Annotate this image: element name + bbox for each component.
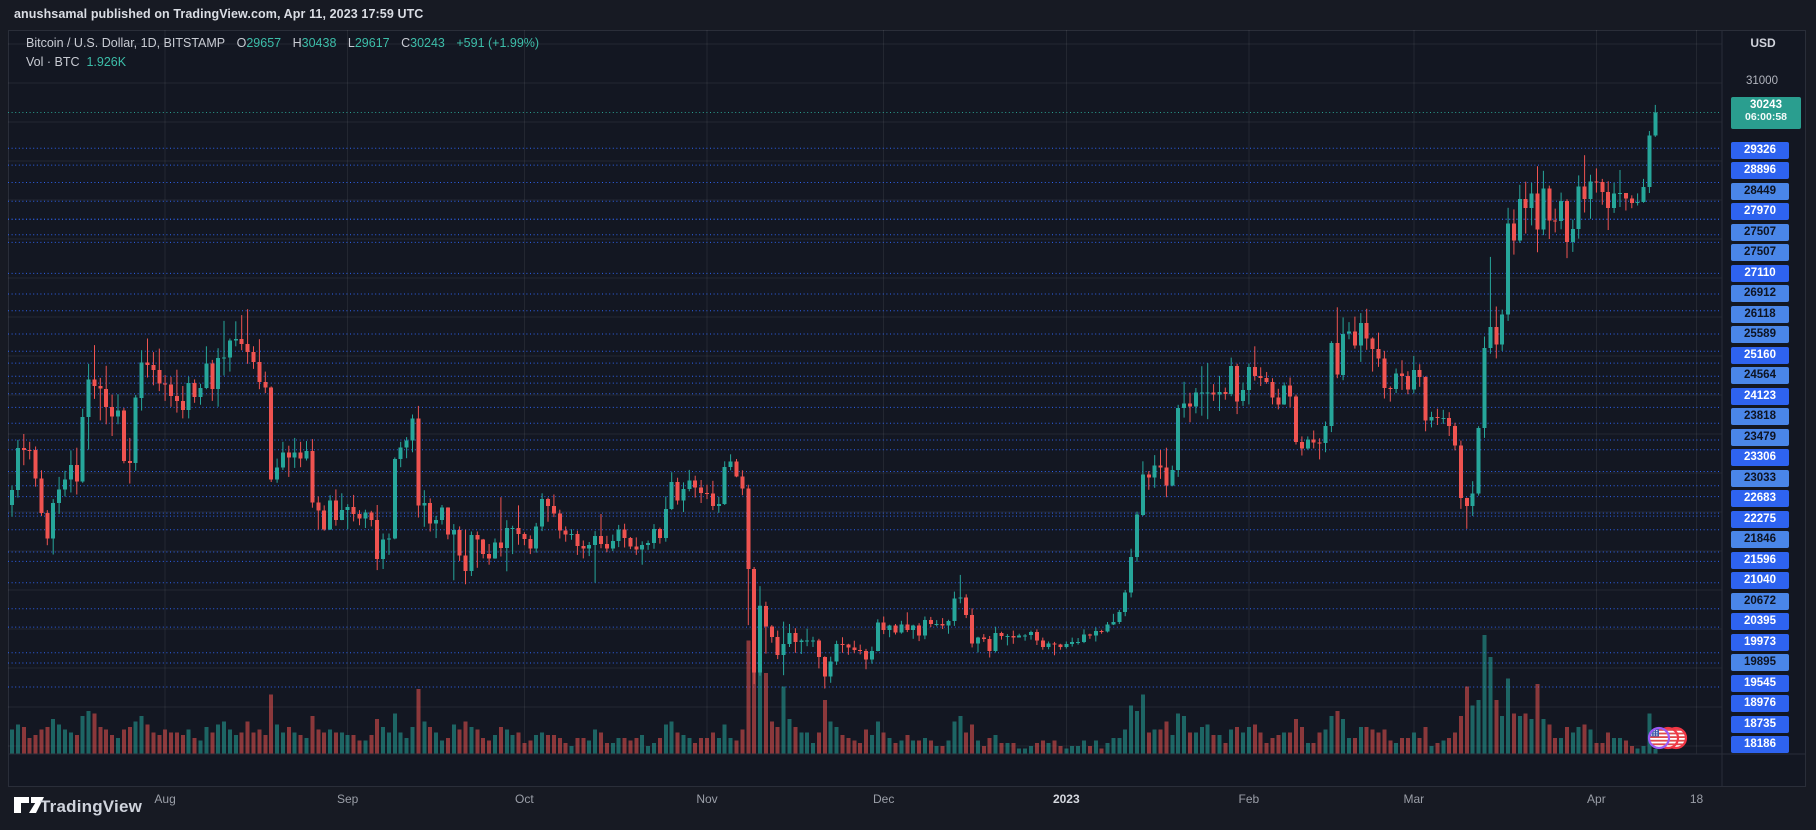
price-alert-label[interactable]: 27110	[1731, 264, 1789, 282]
price-alert-label[interactable]: 18735	[1731, 715, 1789, 733]
price-alert-label[interactable]: 23479	[1731, 428, 1789, 446]
tradingview-logo-icon[interactable]	[13, 795, 47, 821]
time-axis-label: Dec	[873, 792, 895, 806]
current-price-value: 30243	[1750, 98, 1782, 111]
change-value: +591 (+1.99%)	[456, 36, 540, 50]
price-alert-label[interactable]: 27507	[1731, 244, 1789, 261]
footer-bar: TradingView	[0, 787, 1816, 830]
chart-panel[interactable]	[8, 30, 1806, 787]
high-label: H	[292, 36, 302, 50]
currency-toggle[interactable]: USD	[1750, 36, 1776, 50]
time-axis-label: 2023	[1052, 792, 1080, 806]
open-label: O	[236, 36, 247, 50]
price-alert-label[interactable]: 29326	[1731, 141, 1789, 159]
price-alert-label[interactable]: 27970	[1731, 203, 1789, 220]
symbol-title[interactable]: Bitcoin / U.S. Dollar, 1D, BITSTAMP	[26, 36, 226, 50]
time-axis-label: Feb	[1238, 792, 1260, 806]
economic-events-icon[interactable]	[1647, 726, 1671, 750]
price-alert-label[interactable]: 24564	[1731, 367, 1789, 384]
price-alert-label[interactable]: 25589	[1731, 326, 1789, 343]
publisher-text: anushsamal published on TradingView.com,…	[14, 7, 424, 21]
price-alert-label[interactable]: 28449	[1731, 182, 1789, 200]
price-alert-label[interactable]: 19973	[1731, 633, 1789, 651]
price-alert-label[interactable]: 20672	[1731, 592, 1789, 610]
close-value: 30243	[410, 36, 445, 50]
time-axis-label: Mar	[1403, 792, 1425, 806]
time-axis-label: Aug	[154, 792, 176, 806]
price-alert-label[interactable]: 25160	[1731, 346, 1789, 364]
close-label: C	[401, 36, 411, 50]
price-alert-label[interactable]: 28896	[1731, 162, 1789, 179]
publisher-bar: anushsamal published on TradingView.com,…	[0, 0, 1816, 30]
tradingview-logo-text[interactable]: TradingView	[40, 797, 143, 816]
current-price-label: 30243 06:00:58	[1731, 96, 1801, 129]
volume-value: 1.926K	[86, 55, 127, 69]
price-alert-label[interactable]: 27507	[1731, 223, 1789, 241]
time-axis-label: Nov	[696, 792, 718, 806]
price-alert-label[interactable]: 23306	[1731, 449, 1789, 466]
time-axis[interactable]: Aug Sep Oct Nov Dec 2023 Feb Mar Apr 18	[8, 784, 1806, 817]
price-alert-label[interactable]: 22275	[1731, 510, 1789, 528]
price-alert-label[interactable]: 26118	[1731, 305, 1789, 323]
low-label: L	[347, 36, 355, 50]
time-axis-label: Sep	[337, 792, 359, 806]
price-alert-label[interactable]: 21040	[1731, 572, 1789, 589]
price-alert-label[interactable]: 23818	[1731, 408, 1789, 425]
price-alert-label[interactable]: 20395	[1731, 613, 1789, 630]
price-tick-31000: 31000	[1746, 75, 1778, 87]
price-alert-label[interactable]: 21596	[1731, 551, 1789, 569]
price-alert-label[interactable]: 23033	[1731, 469, 1789, 487]
time-axis-label: Apr	[1587, 792, 1606, 806]
price-axis[interactable]: USD 31000 30243 06:00:58 29326 28896 28449…	[1731, 30, 1806, 754]
price-alert-label[interactable]: 26912	[1731, 285, 1789, 302]
high-value: 30438	[301, 36, 337, 50]
low-value: 29617	[354, 36, 390, 50]
price-alert-label[interactable]: 21846	[1731, 531, 1789, 548]
time-axis-label: 18	[1689, 792, 1704, 806]
price-alert-label[interactable]: 19545	[1731, 674, 1789, 692]
price-alert-label[interactable]: 19895	[1731, 654, 1789, 671]
price-alert-label[interactable]: 18186	[1731, 736, 1789, 753]
open-value: 29657	[246, 36, 282, 50]
price-alert-label[interactable]: 18976	[1731, 695, 1789, 712]
price-alert-label[interactable]: 22683	[1731, 490, 1789, 507]
time-axis-label: Oct	[515, 792, 534, 806]
symbol-legend: Bitcoin / U.S. Dollar, 1D, BITSTAMP O296…	[26, 36, 539, 69]
bar-close-countdown: 06:00:58	[1744, 110, 1788, 123]
volume-label: Vol · BTC	[26, 55, 80, 69]
price-alert-label[interactable]: 24123	[1731, 387, 1789, 405]
